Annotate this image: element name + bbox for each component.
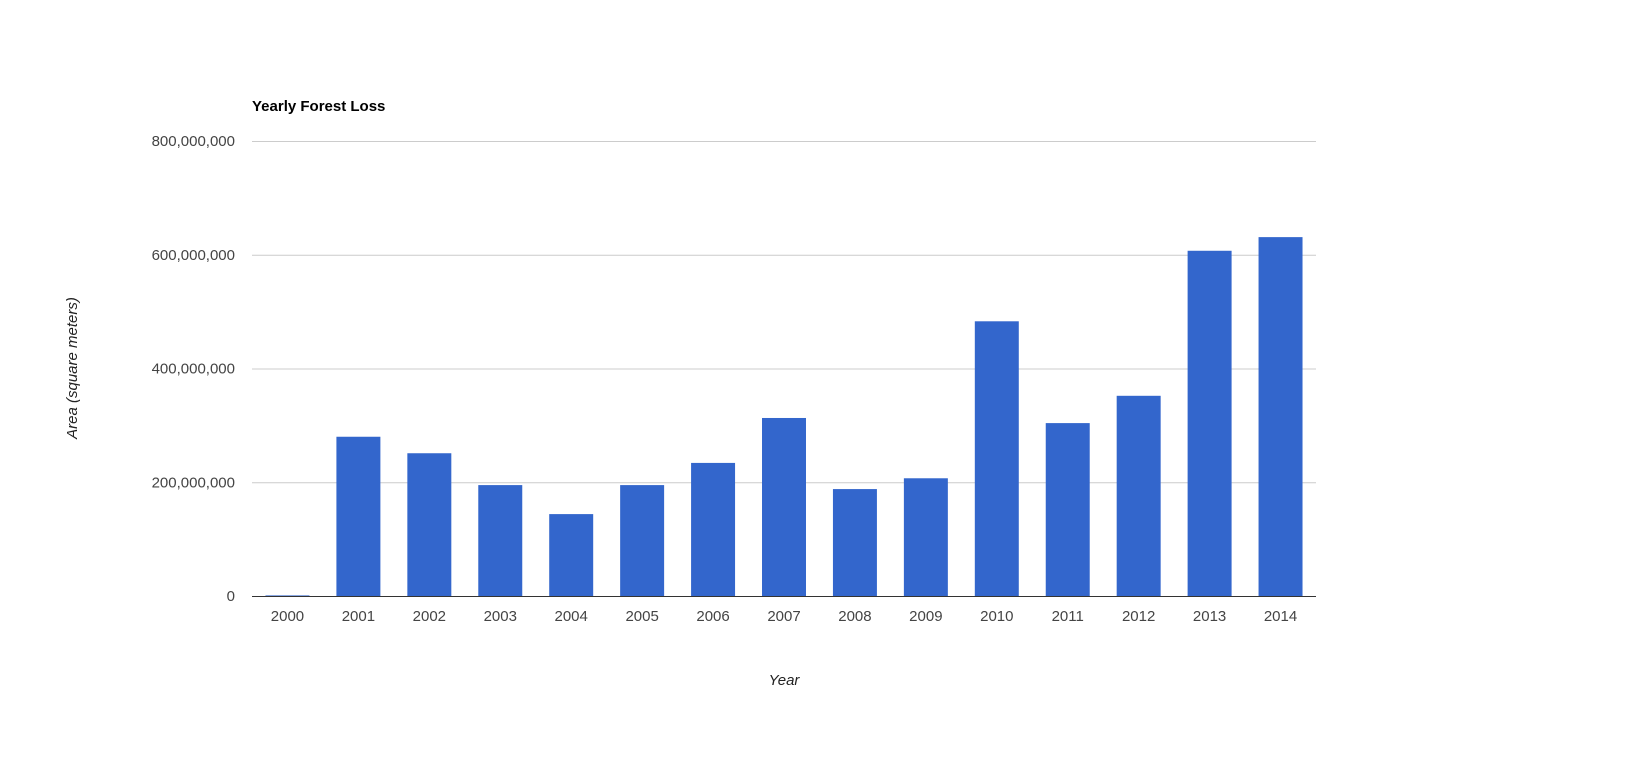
bar-2007[interactable] <box>762 417 806 596</box>
x-tick-label: 2007 <box>767 608 800 625</box>
bar-2005[interactable] <box>620 485 665 596</box>
x-tick-label: 2004 <box>555 608 588 625</box>
x-tick-label: 2006 <box>696 608 729 625</box>
y-tick-label: 400,000,000 <box>152 361 235 378</box>
bar-2014[interactable] <box>1258 237 1303 596</box>
bar-2002[interactable] <box>407 453 452 596</box>
bar-2001[interactable] <box>336 436 381 596</box>
x-tick-label: 2009 <box>909 608 942 625</box>
x-tick-label: 2008 <box>838 608 871 625</box>
bar-2009[interactable] <box>903 478 948 596</box>
bar-2013[interactable] <box>1187 250 1232 597</box>
bar-2000[interactable] <box>265 595 310 596</box>
bar-2006[interactable] <box>691 462 736 596</box>
x-tick-label: 2000 <box>271 608 304 625</box>
y-tick-label: 0 <box>227 588 235 605</box>
x-tick-label: 2001 <box>342 608 375 625</box>
bar-2012[interactable] <box>1116 395 1161 596</box>
x-axis-title: Year <box>769 672 801 689</box>
x-tick-label: 2011 <box>1052 608 1084 625</box>
bar-2004[interactable] <box>549 514 594 596</box>
x-tick-label: 2003 <box>484 608 517 625</box>
x-tick-label: 2005 <box>625 608 658 625</box>
y-tick-label: 800,000,000 <box>152 133 235 150</box>
y-tick-label: 600,000,000 <box>152 247 235 264</box>
bar-2003[interactable] <box>478 485 523 596</box>
y-tick-label: 200,000,000 <box>152 474 235 491</box>
chart-title: Yearly Forest Loss <box>252 98 385 115</box>
x-tick-label: 2013 <box>1193 608 1226 625</box>
x-tick-label: 2014 <box>1264 608 1297 625</box>
bar-2010[interactable] <box>974 321 1019 596</box>
bar-2008[interactable] <box>832 489 877 596</box>
x-tick-label: 2002 <box>413 608 446 625</box>
y-axis-title: Area (square meters) <box>64 297 81 440</box>
x-tick-label: 2010 <box>980 608 1013 625</box>
bar-2011[interactable] <box>1045 423 1090 596</box>
x-tick-label: 2012 <box>1122 608 1155 625</box>
